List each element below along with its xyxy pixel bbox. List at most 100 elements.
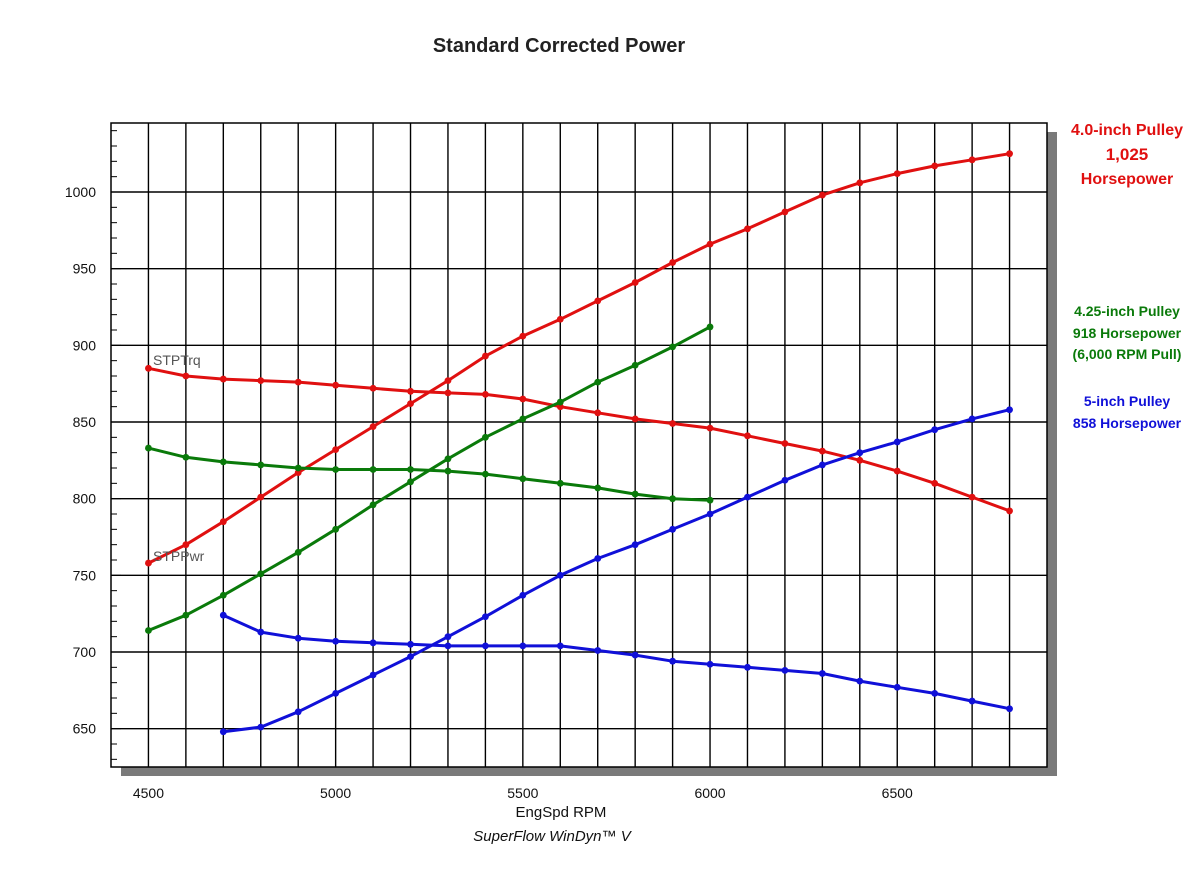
data-point-green-power bbox=[556, 398, 564, 406]
data-point-red-torque bbox=[332, 381, 340, 389]
series-line-blue-power bbox=[221, 408, 1012, 734]
y-tick-label: 800 bbox=[73, 491, 97, 507]
data-point-green-power bbox=[369, 501, 377, 509]
data-point-blue-power bbox=[818, 461, 826, 469]
data-point-red-torque bbox=[706, 424, 714, 432]
data-point-red-power bbox=[631, 279, 639, 286]
series-line-red-torque bbox=[146, 366, 1012, 513]
x-tick-label: 4500 bbox=[133, 785, 164, 801]
series-line-red-power bbox=[146, 152, 1012, 565]
y-tick-label: 750 bbox=[73, 567, 97, 583]
y-tick-labels: 650 700 750 800 850 900 950 1000 bbox=[65, 184, 96, 737]
data-point-red-torque bbox=[631, 415, 639, 423]
power-trace-label: STPPwr bbox=[153, 548, 205, 564]
series-layer bbox=[145, 150, 1013, 736]
data-point-blue-torque bbox=[781, 667, 789, 674]
data-point-green-torque bbox=[444, 467, 452, 475]
data-point-blue-torque bbox=[1006, 705, 1013, 713]
data-point-blue-power bbox=[968, 415, 976, 423]
data-point-green-power bbox=[145, 627, 152, 634]
data-point-green-power bbox=[519, 415, 527, 423]
data-point-red-torque bbox=[594, 409, 602, 417]
legend-green: 4.25-inch Pulley 918 Horsepower (6,000 R… bbox=[1073, 303, 1182, 362]
data-point-blue-power bbox=[556, 571, 564, 579]
data-point-green-torque bbox=[556, 479, 564, 487]
data-point-green-power bbox=[182, 611, 190, 619]
legend-blue: 5-inch Pulley 858 Horsepower bbox=[1073, 393, 1182, 431]
data-point-blue-power bbox=[1006, 406, 1013, 414]
grid bbox=[111, 123, 1047, 767]
data-point-green-power bbox=[219, 591, 227, 599]
legend-blue-line-1: 5-inch Pulley bbox=[1084, 393, 1171, 409]
data-point-red-power bbox=[482, 352, 489, 360]
data-point-red-power bbox=[968, 156, 976, 164]
data-point-red-power bbox=[556, 315, 564, 323]
data-point-red-power bbox=[332, 446, 340, 453]
x-axis-label: EngSpd RPM bbox=[516, 804, 607, 821]
data-point-red-power bbox=[257, 493, 265, 501]
data-point-blue-power bbox=[482, 613, 489, 621]
data-point-blue-power bbox=[706, 510, 714, 518]
y-tick-label: 1000 bbox=[65, 184, 96, 200]
data-point-red-power bbox=[594, 297, 602, 305]
series-line-green-torque bbox=[146, 446, 712, 502]
plot-area bbox=[111, 123, 1047, 767]
data-point-red-power bbox=[744, 225, 751, 233]
data-point-red-torque bbox=[893, 467, 901, 475]
data-point-green-power bbox=[294, 548, 302, 556]
x-tick-label: 5500 bbox=[507, 785, 538, 801]
data-point-blue-torque bbox=[856, 677, 864, 685]
legend-red-line-1: 4.0-inch Pulley bbox=[1071, 122, 1183, 139]
data-point-blue-power bbox=[893, 438, 901, 446]
data-point-red-power bbox=[669, 259, 676, 266]
y-tick-label: 650 bbox=[73, 721, 97, 737]
data-point-blue-torque bbox=[669, 657, 676, 665]
data-point-blue-power bbox=[744, 493, 751, 501]
y-tick-label: 900 bbox=[73, 337, 97, 353]
data-point-blue-torque bbox=[482, 642, 489, 650]
data-point-red-torque bbox=[744, 432, 751, 440]
x-tick-label: 5000 bbox=[320, 785, 351, 801]
data-point-red-torque bbox=[781, 440, 789, 447]
data-point-red-torque bbox=[1006, 507, 1013, 515]
data-point-green-torque bbox=[294, 464, 302, 472]
data-point-blue-torque bbox=[968, 697, 976, 705]
data-point-red-torque bbox=[519, 395, 527, 403]
data-point-red-power bbox=[818, 191, 826, 199]
data-point-blue-torque bbox=[407, 640, 414, 648]
data-point-blue-power bbox=[332, 690, 340, 697]
legend-green-line-3: (6,000 RPM Pull) bbox=[1073, 346, 1182, 362]
data-point-green-torque bbox=[219, 458, 227, 466]
data-point-red-power bbox=[931, 162, 939, 170]
data-point-red-torque bbox=[219, 375, 227, 383]
minor-ticks bbox=[111, 130, 121, 760]
data-point-blue-torque bbox=[931, 690, 939, 697]
data-point-blue-torque bbox=[556, 642, 564, 650]
data-point-blue-torque bbox=[744, 663, 751, 671]
data-point-red-power bbox=[856, 179, 864, 187]
y-tick-label: 850 bbox=[73, 414, 97, 430]
data-point-blue-power bbox=[781, 476, 789, 484]
data-point-red-torque bbox=[145, 364, 152, 372]
legend-green-line-1: 4.25-inch Pulley bbox=[1074, 303, 1180, 319]
data-point-green-power bbox=[631, 361, 639, 369]
data-point-red-power bbox=[893, 170, 901, 178]
data-point-blue-power bbox=[257, 723, 265, 731]
data-point-blue-power bbox=[856, 449, 864, 457]
data-point-blue-power bbox=[407, 653, 414, 660]
data-point-red-power bbox=[182, 541, 190, 549]
data-point-blue-torque bbox=[257, 628, 265, 636]
legend-red-line-2: 1,025 bbox=[1106, 145, 1149, 164]
legend-green-line-2: 918 Horsepower bbox=[1073, 325, 1182, 341]
data-point-green-power bbox=[482, 433, 489, 441]
data-point-green-power bbox=[706, 323, 714, 331]
data-point-blue-torque bbox=[369, 639, 377, 647]
x-tick-label: 6000 bbox=[694, 785, 725, 801]
x-tick-labels: 4500 5000 5500 6000 6500 bbox=[133, 785, 913, 801]
data-point-green-power bbox=[444, 455, 452, 463]
data-point-green-torque bbox=[594, 484, 602, 492]
data-point-red-power bbox=[444, 377, 452, 384]
data-point-green-torque bbox=[182, 453, 190, 461]
data-point-green-torque bbox=[369, 466, 377, 473]
y-tick-label: 700 bbox=[73, 644, 97, 660]
